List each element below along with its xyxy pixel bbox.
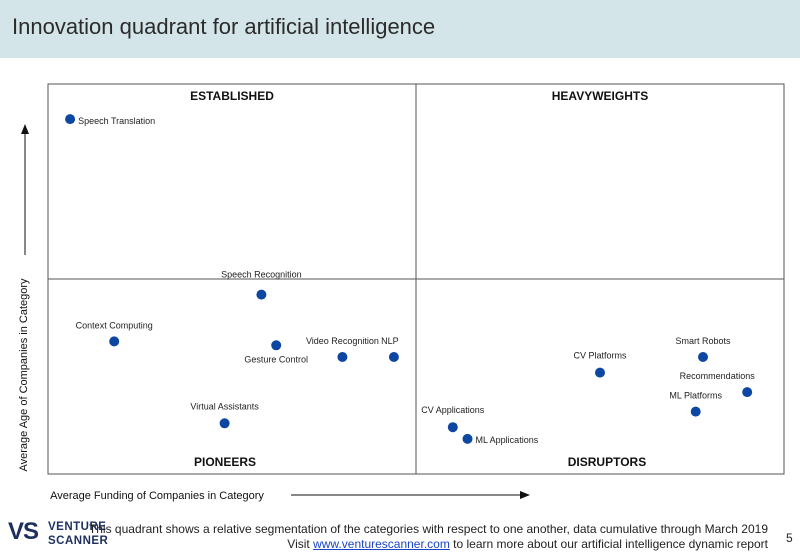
- x-axis-arrowhead: [520, 491, 530, 499]
- x-axis-label: Average Funding of Companies in Category: [50, 490, 264, 502]
- point-label-ml-platforms: ML Platforms: [669, 391, 722, 401]
- logo-mark: VS: [8, 518, 39, 545]
- logo-word-scanner: SCANNER: [48, 535, 109, 547]
- point-speech-recognition: [256, 289, 267, 300]
- title-bar: Innovation quadrant for artificial intel…: [0, 0, 800, 58]
- point-nlp: [388, 352, 399, 362]
- page-number: 5: [786, 531, 793, 545]
- page-title: Innovation quadrant for artificial intel…: [12, 14, 436, 39]
- point-label-gesture-control: Gesture Control: [244, 354, 308, 364]
- point-label-speech-recognition: Speech Recognition: [221, 270, 302, 280]
- point-video-recognition: [337, 352, 348, 362]
- point-label-recommendations: Recommendations: [680, 371, 756, 381]
- venture-scanner-logo: VS VENTURE SCANNER: [8, 518, 128, 550]
- point-label-nlp: NLP: [381, 336, 399, 346]
- point-label-virtual-assistants: Virtual Assistants: [190, 401, 259, 411]
- footer-visit-line: Visit www.venturescanner.com to learn mo…: [0, 537, 768, 551]
- point-label-ml-applications: ML Applications: [476, 435, 539, 445]
- quadrant-label-established: ESTABLISHED: [190, 89, 274, 103]
- website-link[interactable]: www.venturescanner.com: [313, 537, 450, 551]
- point-ml-applications: [462, 433, 473, 444]
- point-smart-robots: [698, 352, 708, 362]
- point-label-smart-robots: Smart Robots: [675, 336, 731, 346]
- point-ml-platforms: [690, 406, 701, 417]
- logo-word-venture: VENTURE: [48, 521, 107, 533]
- point-virtual-assistants: [219, 418, 230, 429]
- point-label-cv-applications: CV Applications: [421, 405, 485, 415]
- point-gesture-control: [271, 340, 282, 351]
- point-recommendations: [742, 387, 753, 398]
- quadrant-label-disruptors: DISRUPTORS: [568, 455, 646, 469]
- point-context-computing: [109, 336, 120, 347]
- point-cv-applications: [447, 422, 458, 433]
- point-label-context-computing: Context Computing: [76, 320, 153, 330]
- point-label-cv-platforms: CV Platforms: [573, 351, 627, 361]
- quadrant-label-heavyweights: HEAVYWEIGHTS: [552, 89, 648, 103]
- quadrant-label-pioneers: PIONEERS: [194, 455, 256, 469]
- footer-visit-prefix: Visit: [287, 537, 314, 551]
- point-speech-translation: [65, 114, 76, 125]
- point-label-speech-translation: Speech Translation: [78, 116, 155, 126]
- point-cv-platforms: [595, 367, 605, 378]
- y-axis-label: Average Age of Companies in Category: [18, 278, 30, 472]
- data-points-layer: Speech Translation Speech Recognition Cont…: [65, 114, 755, 445]
- y-axis-arrowhead: [21, 124, 29, 134]
- footer-note: This quadrant shows a relative segmentat…: [88, 522, 768, 536]
- footer-visit-suffix: to learn more about our artificial intel…: [449, 537, 768, 551]
- point-label-video-recognition: Video Recognition: [306, 336, 379, 346]
